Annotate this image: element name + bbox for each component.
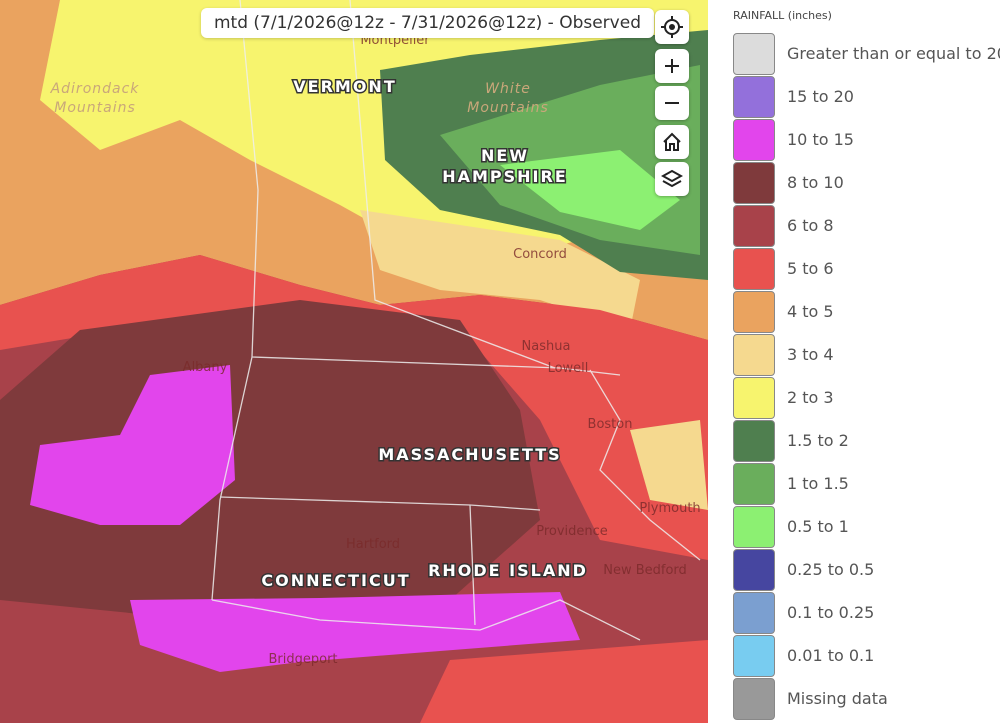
zoom-out-button[interactable] (655, 86, 689, 120)
legend-header: RAINFALL (inches) (733, 9, 832, 22)
coast (589, 369, 701, 561)
legend-swatch (733, 592, 775, 634)
zone (500, 150, 680, 230)
legend-item: 3 to 4 (733, 334, 993, 376)
legend-swatch (733, 334, 775, 376)
legend-item: 10 to 15 (733, 119, 993, 161)
legend-label: 1 to 1.5 (787, 474, 849, 493)
zone (0, 255, 708, 560)
coast (211, 599, 641, 641)
zone (630, 420, 708, 510)
legend-label: 4 to 5 (787, 302, 834, 321)
legend-swatch (733, 420, 775, 462)
legend-label: Missing data (787, 689, 888, 708)
legend-item: 0.25 to 0.5 (733, 549, 993, 591)
legend-label: 0.01 to 0.1 (787, 646, 875, 665)
layers-button[interactable] (655, 162, 689, 196)
legend-item: 1.5 to 2 (733, 420, 993, 462)
legend-item: 2 to 3 (733, 377, 993, 419)
city-label: Albany (183, 360, 228, 375)
city-label: New Bedford (603, 563, 687, 578)
legend-swatch (733, 162, 775, 204)
state-label: MASSACHUSETTS (378, 445, 561, 464)
terrain-label: Adirondack (50, 81, 140, 97)
state-borders (211, 0, 701, 641)
legend-swatch (733, 205, 775, 247)
zone (360, 210, 640, 330)
legend-label: 0.25 to 0.5 (787, 560, 875, 579)
state-label: HAMPSHIRE (442, 167, 568, 186)
layers-icon (661, 169, 683, 188)
legend-label: 15 to 20 (787, 87, 854, 106)
zoom-in-button[interactable] (655, 49, 689, 83)
legend-item: 0.1 to 0.25 (733, 592, 993, 634)
legend-item: 15 to 20 (733, 76, 993, 118)
city-label: Lowell (548, 361, 589, 376)
legend-label: 2 to 3 (787, 388, 834, 407)
legend-label: 0.5 to 1 (787, 517, 849, 536)
zone (130, 592, 580, 672)
legend-swatch (733, 635, 775, 677)
legend-item: Missing data (733, 678, 993, 720)
legend-swatch (733, 119, 775, 161)
locate-icon (661, 16, 683, 38)
city-label: Hartford (346, 537, 400, 552)
border (349, 0, 556, 369)
legend-label: Greater than or equal to 20 (787, 44, 1000, 63)
city-label: Boston (588, 417, 633, 432)
state-label: RHODE ISLAND (428, 561, 588, 580)
legend-swatch (733, 678, 775, 720)
rainfall-map: VERMONT NEW HAMPSHIRE MASSACHUSETTS CONNECTI… (0, 0, 708, 723)
legend-swatch (733, 463, 775, 505)
border (251, 356, 621, 376)
legend-label: 0.1 to 0.25 (787, 603, 875, 622)
zone (420, 640, 708, 723)
legend-item: 8 to 10 (733, 162, 993, 204)
legend-item: 0.5 to 1 (733, 506, 993, 548)
home-icon (663, 132, 681, 151)
map-title: mtd (7/1/2026@12z - 7/31/2026@12z) - Obs… (201, 8, 654, 38)
legend: RAINFALL (inches) Greater than or equal … (708, 0, 1000, 723)
legend-label: 1.5 to 2 (787, 431, 849, 450)
legend-item: 6 to 8 (733, 205, 993, 247)
border (469, 504, 476, 626)
plus-icon (665, 59, 679, 73)
legend-label: 3 to 4 (787, 345, 834, 364)
city-label: Bridgeport (268, 652, 337, 667)
legend-swatch (733, 549, 775, 591)
legend-item: Greater than or equal to 20 (733, 33, 1000, 75)
city-label: Providence (536, 524, 608, 539)
legend-item: 0.01 to 0.1 (733, 635, 993, 677)
terrain-label: Mountains (54, 100, 136, 116)
city-label: Nashua (522, 339, 571, 354)
state-label: CONNECTICUT (261, 571, 410, 590)
legend-swatch (733, 33, 775, 75)
legend-swatch (733, 76, 775, 118)
legend-title: RAINFALL (733, 9, 785, 22)
city-label: Plymouth (639, 501, 700, 516)
legend-unit: (inches) (787, 9, 832, 22)
city-label: Concord (513, 247, 567, 262)
legend-item: 5 to 6 (733, 248, 993, 290)
legend-label: 6 to 8 (787, 216, 834, 235)
legend-label: 10 to 15 (787, 130, 854, 149)
home-button[interactable] (655, 125, 689, 159)
state-label: NEW (481, 146, 529, 165)
zone (30, 365, 235, 525)
legend-swatch (733, 506, 775, 548)
zone (0, 300, 540, 620)
legend-label: 5 to 6 (787, 259, 834, 278)
terrain-label: White (485, 81, 531, 97)
legend-swatch (733, 248, 775, 290)
legend-swatch (733, 291, 775, 333)
state-label: VERMONT (293, 77, 396, 96)
legend-item: 1 to 1.5 (733, 463, 993, 505)
minus-icon (665, 102, 679, 104)
legend-item: 4 to 5 (733, 291, 993, 333)
legend-swatch (733, 377, 775, 419)
legend-label: 8 to 10 (787, 173, 844, 192)
locate-button[interactable] (655, 10, 689, 44)
terrain-label: Mountains (467, 100, 549, 116)
